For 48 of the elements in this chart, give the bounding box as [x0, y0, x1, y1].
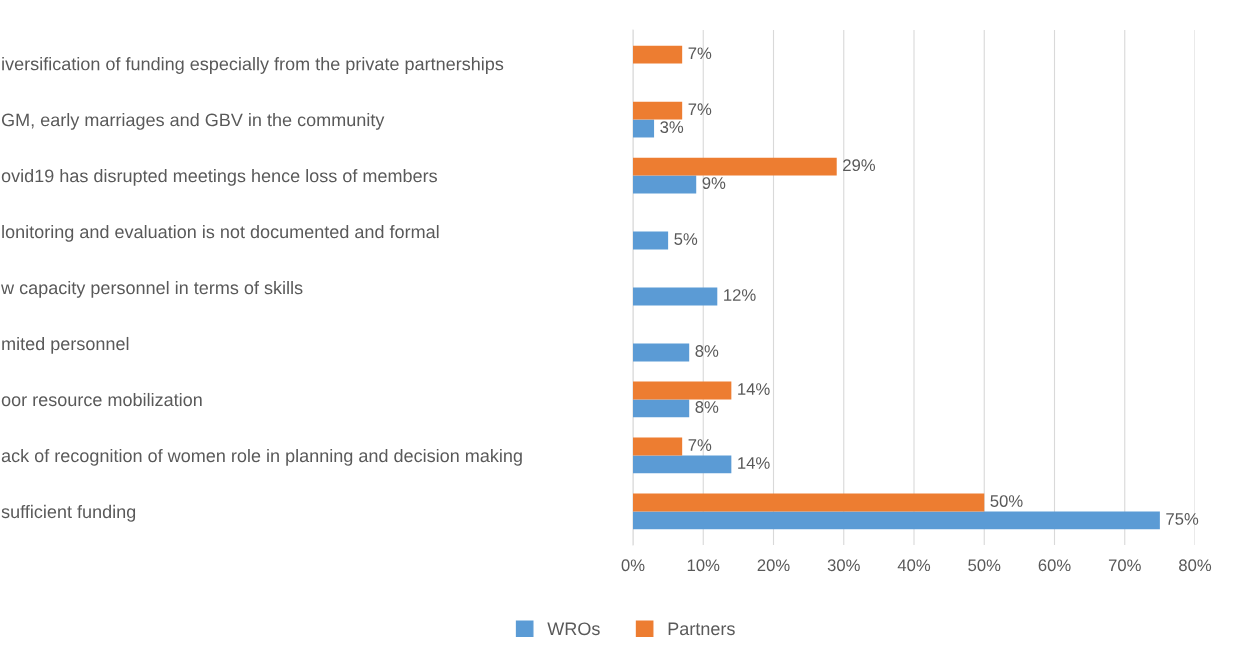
- x-tick-label: 40%: [897, 559, 931, 572]
- data-label: 8%: [695, 401, 719, 413]
- x-tick-label: 60%: [1038, 559, 1071, 572]
- data-label: 8%: [695, 345, 719, 357]
- data-label: 5%: [674, 233, 698, 245]
- bar: [633, 399, 690, 418]
- data-label: 9%: [702, 177, 726, 189]
- y-tick-label: w capacity personnel in terms of skills: [1, 280, 303, 298]
- bar: [633, 381, 732, 400]
- y-tick-label: mited personnel: [2, 336, 129, 354]
- data-label: 12%: [724, 289, 756, 301]
- bar: [633, 455, 732, 474]
- x-tick-label: 10%: [687, 559, 720, 572]
- bar: [633, 157, 837, 176]
- bar: [633, 101, 683, 120]
- x-tick-label: 50%: [968, 559, 1001, 572]
- bar: [633, 437, 683, 456]
- y-tick-label: GM, early marriages and GBV in the community: [1, 113, 385, 130]
- x-tick-label: 0%: [621, 559, 645, 572]
- legend-label: Partners: [668, 622, 735, 636]
- x-tick-label: 70%: [1108, 559, 1141, 572]
- y-tick-label: ack of recognition of women role in planning and decision making: [1, 448, 522, 466]
- y-tick-label: iversification of funding especially from the private partnerships: [2, 57, 504, 74]
- bar: [633, 287, 718, 306]
- data-label: 3%: [660, 121, 684, 133]
- bar: [633, 175, 697, 194]
- data-label: 7%: [688, 103, 712, 116]
- y-tick-label: lonitoring and evaluation is not documented and formal: [2, 224, 439, 242]
- data-label: 29%: [843, 159, 876, 172]
- x-tick-label: 30%: [827, 559, 860, 572]
- bar: [633, 343, 690, 362]
- data-label: 75%: [1166, 513, 1199, 525]
- data-label: 7%: [688, 439, 712, 451]
- bar: [633, 45, 683, 64]
- data-label: 14%: [738, 383, 770, 395]
- y-tick-label: ovid19 has disrupted meetings hence loss of members: [1, 169, 437, 186]
- x-tick-label: 20%: [757, 559, 790, 572]
- y-tick-label: oor resource mobilization: [1, 392, 202, 407]
- data-label: 50%: [990, 495, 1023, 507]
- x-tick-label: 80%: [1179, 559, 1212, 572]
- y-tick-label: sufficient funding: [1, 504, 136, 522]
- bar: [633, 231, 669, 250]
- data-label: 14%: [738, 457, 770, 469]
- bar: [633, 511, 1160, 530]
- data-label: 7%: [688, 47, 712, 60]
- bar: [633, 493, 985, 512]
- legend-label: WROs: [547, 622, 600, 636]
- bar: [633, 119, 655, 138]
